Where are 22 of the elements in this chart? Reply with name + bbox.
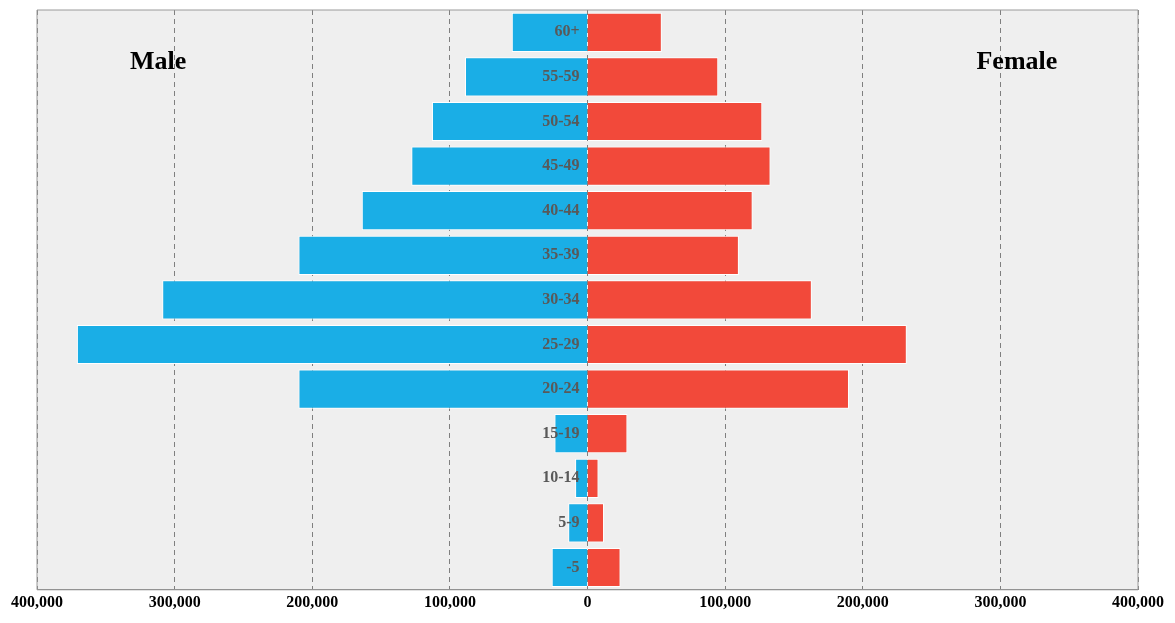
y-tick-label: 60+ xyxy=(554,22,580,40)
y-tick-label: 55-59 xyxy=(542,67,580,85)
y-tick-label: 40-44 xyxy=(542,200,580,218)
x-tick-label: 100,000 xyxy=(423,592,476,610)
annotation: Female xyxy=(976,45,1058,75)
y-tick-label: 20-24 xyxy=(542,379,580,397)
y-tick-label: -5 xyxy=(566,557,580,575)
x-tick-label: 300,000 xyxy=(974,592,1027,610)
y-tick-label: 50-54 xyxy=(542,111,580,129)
x-tick-label: 400,000 xyxy=(1112,592,1164,610)
y-tick-label: 35-39 xyxy=(542,245,580,263)
x-tick-label: 100,000 xyxy=(699,592,752,610)
y-tick-label: 5-9 xyxy=(558,513,580,531)
x-tick-label: 300,000 xyxy=(148,592,201,610)
x-tick-label: 200,000 xyxy=(286,592,339,610)
y-tick-label: 30-34 xyxy=(542,290,580,308)
y-tick-label: 25-29 xyxy=(542,334,580,352)
x-tick-label: 0 xyxy=(583,592,592,610)
x-tick-label: 400,000 xyxy=(11,592,63,610)
y-tick-label: 45-49 xyxy=(542,156,580,174)
annotation: Male xyxy=(129,45,187,75)
x-tick-label: 200,000 xyxy=(836,592,889,610)
